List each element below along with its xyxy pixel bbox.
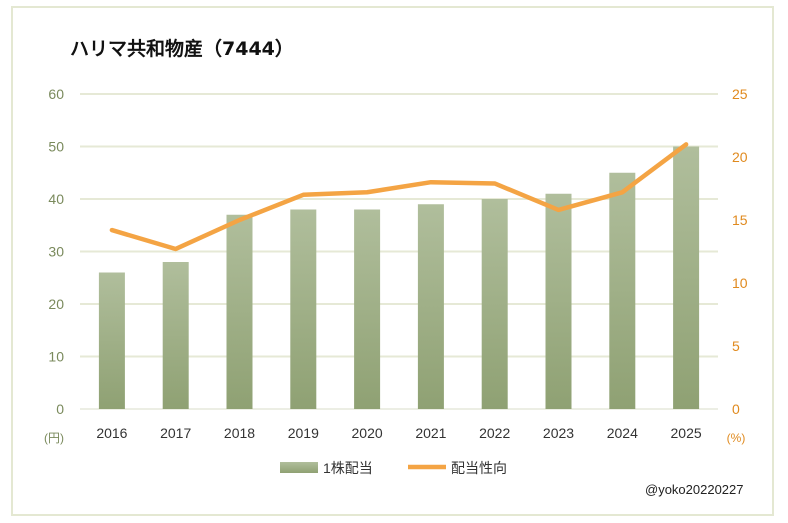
y-right-unit-label: (%) — [727, 431, 746, 445]
bar-2016 — [98, 272, 125, 409]
y-left-tick-label: 30 — [48, 244, 64, 260]
y-left-unit-label: (円) — [44, 431, 64, 445]
x-tick-label: 2021 — [415, 425, 446, 441]
bar-2023 — [545, 193, 572, 409]
y-left-tick-label: 40 — [48, 191, 64, 207]
y-left-tick-label: 10 — [48, 349, 64, 365]
x-tick-label: 2024 — [607, 425, 638, 441]
x-tick-label: 2023 — [543, 425, 574, 441]
bar-2019 — [290, 209, 317, 409]
x-tick-label: 2022 — [479, 425, 510, 441]
bar-2021 — [417, 204, 444, 409]
y-right-tick-label: 10 — [732, 275, 748, 291]
x-tick-label: 2019 — [288, 425, 319, 441]
y-right-tick-label: 25 — [732, 86, 748, 102]
x-tick-label: 2018 — [224, 425, 255, 441]
legend-bar-label: 1株配当 — [323, 460, 373, 476]
y-right-tick-label: 5 — [732, 338, 740, 354]
bar-2018 — [226, 214, 253, 409]
y-left-tick-label: 20 — [48, 296, 64, 312]
y-left-tick-label: 0 — [56, 401, 64, 417]
chart-frame — [11, 6, 774, 516]
x-tick-label: 2017 — [160, 425, 191, 441]
x-tick-label: 2025 — [671, 425, 702, 441]
y-right-tick-label: 20 — [732, 149, 748, 165]
bar-2024 — [609, 172, 636, 409]
line-series-payout-ratio — [109, 142, 689, 252]
x-tick-label: 2020 — [352, 425, 383, 441]
y-right-tick-label: 15 — [732, 212, 748, 228]
legend-bar-swatch — [280, 462, 318, 473]
y-left-tick-label: 50 — [48, 139, 64, 155]
bar-2020 — [354, 209, 381, 409]
chart-title: ハリマ共和物産（7444） — [70, 38, 294, 60]
legend-line-label: 配当性向 — [451, 460, 507, 476]
y-right-tick-label: 0 — [732, 401, 740, 417]
bar-2017 — [162, 262, 189, 409]
x-tick-label: 2016 — [96, 425, 127, 441]
y-left-tick-label: 60 — [48, 86, 64, 102]
credit-text: @yoko20220227 — [645, 482, 744, 497]
bar-2025 — [673, 146, 700, 409]
bar-2022 — [481, 199, 508, 409]
